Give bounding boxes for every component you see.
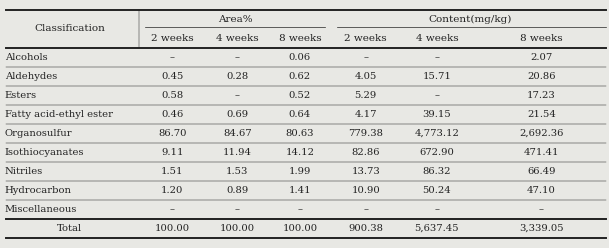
Text: –: – bbox=[434, 91, 440, 100]
Text: 0.58: 0.58 bbox=[161, 91, 183, 100]
Text: 779.38: 779.38 bbox=[348, 129, 383, 138]
Text: 900.38: 900.38 bbox=[348, 224, 383, 233]
Text: 86.70: 86.70 bbox=[158, 129, 186, 138]
Text: 21.54: 21.54 bbox=[527, 110, 556, 119]
Text: 100.00: 100.00 bbox=[220, 224, 255, 233]
Text: Classification: Classification bbox=[34, 25, 105, 33]
Text: 0.89: 0.89 bbox=[226, 186, 248, 195]
Text: 0.45: 0.45 bbox=[161, 72, 183, 81]
Text: 4 weeks: 4 weeks bbox=[216, 34, 258, 43]
Text: 4.05: 4.05 bbox=[354, 72, 377, 81]
Text: 0.28: 0.28 bbox=[226, 72, 248, 81]
Text: 471.41: 471.41 bbox=[524, 148, 559, 157]
Text: Miscellaneous: Miscellaneous bbox=[5, 205, 77, 214]
Text: –: – bbox=[434, 205, 440, 214]
Text: 0.06: 0.06 bbox=[289, 53, 311, 62]
Text: –: – bbox=[170, 205, 175, 214]
Text: 672.90: 672.90 bbox=[420, 148, 454, 157]
Text: –: – bbox=[234, 53, 240, 62]
Text: 1.99: 1.99 bbox=[289, 167, 311, 176]
Text: 1.51: 1.51 bbox=[161, 167, 183, 176]
Text: 1.53: 1.53 bbox=[226, 167, 248, 176]
Text: Area%: Area% bbox=[218, 15, 252, 24]
Text: Fatty acid-ethyl ester: Fatty acid-ethyl ester bbox=[5, 110, 113, 119]
Text: 14.12: 14.12 bbox=[286, 148, 314, 157]
Text: Esters: Esters bbox=[5, 91, 37, 100]
Text: 4,773.12: 4,773.12 bbox=[415, 129, 459, 138]
Text: 2 weeks: 2 weeks bbox=[345, 34, 387, 43]
Text: 10.90: 10.90 bbox=[351, 186, 380, 195]
Text: 2.07: 2.07 bbox=[530, 53, 552, 62]
Text: 86.32: 86.32 bbox=[423, 167, 451, 176]
Text: 11.94: 11.94 bbox=[223, 148, 252, 157]
Text: –: – bbox=[539, 205, 544, 214]
Text: Content(mg/kg): Content(mg/kg) bbox=[429, 15, 512, 24]
Text: 0.46: 0.46 bbox=[161, 110, 183, 119]
Text: 1.20: 1.20 bbox=[161, 186, 183, 195]
Text: 0.64: 0.64 bbox=[289, 110, 311, 119]
Text: 8 weeks: 8 weeks bbox=[279, 34, 321, 43]
Text: 2,692.36: 2,692.36 bbox=[519, 129, 563, 138]
Text: 100.00: 100.00 bbox=[155, 224, 190, 233]
Text: 5.29: 5.29 bbox=[354, 91, 377, 100]
Text: 100.00: 100.00 bbox=[283, 224, 317, 233]
Text: –: – bbox=[297, 205, 303, 214]
Text: 15.71: 15.71 bbox=[423, 72, 451, 81]
Text: Aldehydes: Aldehydes bbox=[5, 72, 57, 81]
Text: 2 weeks: 2 weeks bbox=[151, 34, 194, 43]
Text: 0.52: 0.52 bbox=[289, 91, 311, 100]
Text: 20.86: 20.86 bbox=[527, 72, 555, 81]
Text: Alcohols: Alcohols bbox=[5, 53, 48, 62]
Text: Nitriles: Nitriles bbox=[5, 167, 43, 176]
Text: 5,637.45: 5,637.45 bbox=[415, 224, 459, 233]
Text: –: – bbox=[434, 53, 440, 62]
Text: 0.62: 0.62 bbox=[289, 72, 311, 81]
Text: 80.63: 80.63 bbox=[286, 129, 314, 138]
Text: Total: Total bbox=[57, 224, 82, 233]
Text: 3,339.05: 3,339.05 bbox=[519, 224, 564, 233]
Text: –: – bbox=[170, 53, 175, 62]
Text: 4 weeks: 4 weeks bbox=[416, 34, 458, 43]
Text: –: – bbox=[234, 91, 240, 100]
Text: –: – bbox=[363, 205, 368, 214]
Text: 47.10: 47.10 bbox=[527, 186, 556, 195]
Text: Organosulfur: Organosulfur bbox=[5, 129, 72, 138]
Text: 4.17: 4.17 bbox=[354, 110, 377, 119]
Text: Hydrocarbon: Hydrocarbon bbox=[5, 186, 72, 195]
Text: –: – bbox=[234, 205, 240, 214]
Text: –: – bbox=[363, 53, 368, 62]
Text: 50.24: 50.24 bbox=[423, 186, 451, 195]
Text: 13.73: 13.73 bbox=[351, 167, 380, 176]
Text: 66.49: 66.49 bbox=[527, 167, 555, 176]
Text: 1.41: 1.41 bbox=[289, 186, 311, 195]
Text: Isothiocyanates: Isothiocyanates bbox=[5, 148, 85, 157]
Text: 0.69: 0.69 bbox=[226, 110, 248, 119]
Text: 82.86: 82.86 bbox=[351, 148, 380, 157]
Text: 9.11: 9.11 bbox=[161, 148, 183, 157]
Text: 8 weeks: 8 weeks bbox=[520, 34, 563, 43]
Text: 84.67: 84.67 bbox=[223, 129, 252, 138]
Text: 17.23: 17.23 bbox=[527, 91, 556, 100]
Text: 39.15: 39.15 bbox=[423, 110, 451, 119]
